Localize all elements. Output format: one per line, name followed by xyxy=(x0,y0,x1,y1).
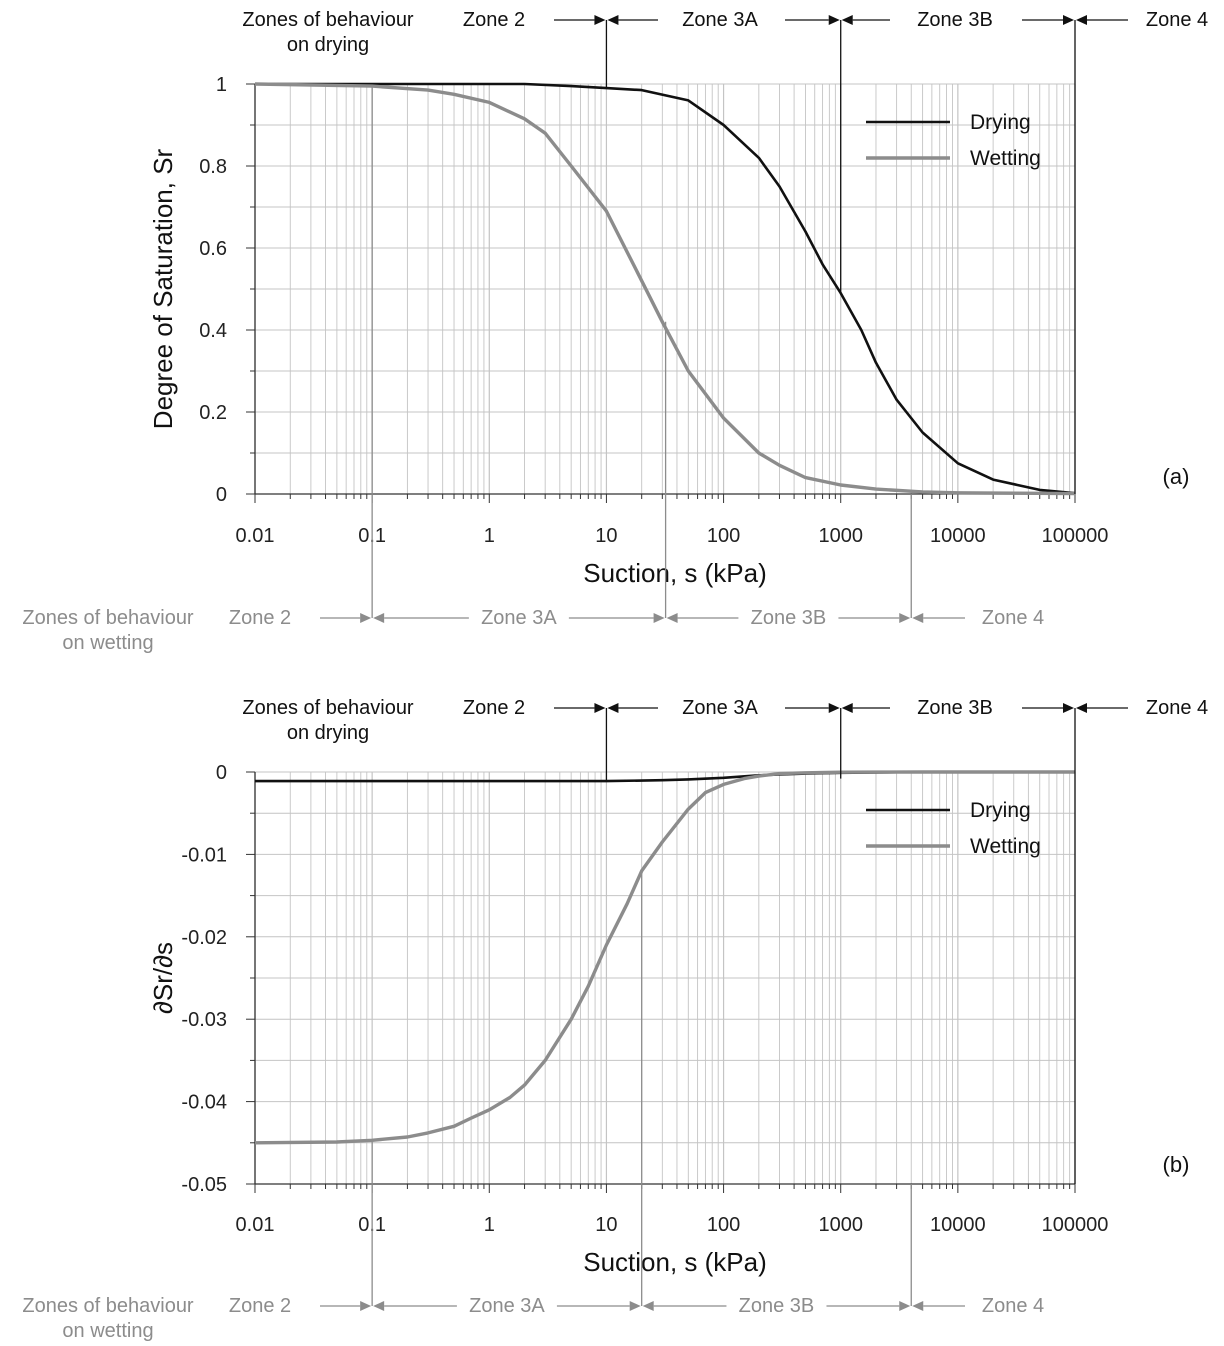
zone-arrowhead xyxy=(653,613,665,623)
zone-arrowhead xyxy=(594,15,606,25)
panel-a-saturation-chart: 00.20.40.60.810.01 0.1 1 10 100 1000 10000 1000… xyxy=(22,9,1208,654)
y-tick-label: -0.04 xyxy=(181,1092,227,1114)
legend-label-wetting: Wetting xyxy=(970,147,1041,170)
wetting-zone-label: Zone 3A xyxy=(481,607,557,629)
wetting-zone-label: Zone 3A xyxy=(469,1295,545,1317)
zone-arrowhead xyxy=(629,1301,641,1311)
legend-label-drying: Drying xyxy=(970,799,1031,822)
zone-arrowhead xyxy=(1063,15,1074,25)
zone-arrowhead xyxy=(642,1301,654,1311)
wetting-zone-label: Zone 4 xyxy=(982,607,1044,629)
zone-arrowhead xyxy=(912,1301,924,1311)
zone-arrowhead xyxy=(841,703,853,713)
legend-label-drying: Drying xyxy=(970,111,1031,134)
series-line-wetting xyxy=(254,770,1075,1145)
x-tick-label: 0.01 xyxy=(236,1214,275,1236)
zone-arrowhead xyxy=(1076,703,1087,713)
y-tick-label: 0.8 xyxy=(199,156,227,178)
zone-arrowhead xyxy=(899,1301,911,1311)
legend-label-wetting: Wetting xyxy=(970,835,1041,858)
drying-zone-label: Zone 2 xyxy=(463,9,525,31)
y-tick-label: -0.01 xyxy=(181,844,227,866)
y-tick-label: -0.02 xyxy=(181,927,227,949)
x-tick-label: 100 xyxy=(707,1214,740,1236)
x-tick-label: 100000 xyxy=(1042,525,1109,547)
zone-arrowhead xyxy=(1063,703,1074,713)
zone-arrowhead xyxy=(360,613,372,623)
drying-zone-label: Zone 2 xyxy=(463,697,525,719)
series-line-drying xyxy=(255,82,1076,495)
wetting-zone-label: Zone 4 xyxy=(982,1295,1044,1317)
zone-arrowhead xyxy=(828,703,840,713)
x-axis-title: Suction, s (kPa) xyxy=(583,1247,767,1277)
y-axis-title: Degree of Saturation, Sr xyxy=(148,148,178,429)
x-tick-label: 10000 xyxy=(930,525,986,547)
zone-arrowhead xyxy=(373,613,385,623)
zone-arrowhead xyxy=(607,15,619,25)
x-tick-label: 1000 xyxy=(818,525,863,547)
wetting-zones-heading: Zones of behaviour on wetting xyxy=(22,607,194,654)
wetting-zone-label: Zone 3B xyxy=(739,1295,815,1317)
series-line-wetting xyxy=(254,82,1076,496)
zone-arrowhead xyxy=(841,15,853,25)
x-axis-title: Suction, s (kPa) xyxy=(583,558,767,588)
panel-label: (b) xyxy=(1163,1152,1190,1177)
wetting-zone-label: Zone 2 xyxy=(229,1295,291,1317)
y-tick-label: 1 xyxy=(216,74,227,96)
drying-zone-label: Zone 3B xyxy=(917,697,993,719)
zone-arrowhead xyxy=(607,703,619,713)
zone-arrowhead xyxy=(666,613,678,623)
zone-arrowhead xyxy=(912,613,924,623)
y-tick-label: 0.4 xyxy=(199,320,227,342)
x-tick-label: 100 xyxy=(707,525,740,547)
drying-zone-label: Zone 3A xyxy=(682,9,758,31)
drying-zone-label: Zone 3A xyxy=(682,697,758,719)
drying-zones-heading: Zones of behaviour on drying xyxy=(242,9,414,56)
wetting-zone-label: Zone 2 xyxy=(229,607,291,629)
y-tick-label: 0.2 xyxy=(199,402,227,424)
zone-arrowhead xyxy=(1076,15,1087,25)
x-tick-label: 10000 xyxy=(930,1214,986,1236)
y-axis-title: ∂Sr/∂s xyxy=(148,942,178,1014)
y-tick-label: 0 xyxy=(216,484,227,506)
zone-arrowhead xyxy=(594,703,606,713)
drying-zone-label: Zone 3B xyxy=(917,9,993,31)
zone-arrowhead xyxy=(828,15,840,25)
zone-arrowhead xyxy=(899,613,911,623)
wetting-zone-label: Zone 3B xyxy=(751,607,827,629)
x-tick-label: 1000 xyxy=(818,1214,863,1236)
x-tick-label: 100000 xyxy=(1042,1214,1109,1236)
drying-zones-heading: Zones of behaviour on drying xyxy=(242,697,414,744)
y-tick-label: 0 xyxy=(216,762,227,784)
zone-arrowhead xyxy=(373,1301,385,1311)
zone-arrowhead xyxy=(360,1301,372,1311)
x-tick-label: 1 xyxy=(484,1214,495,1236)
y-tick-label: -0.03 xyxy=(181,1009,227,1031)
drying-zone-label: Zone 4 xyxy=(1146,9,1208,31)
x-tick-label: 1 xyxy=(484,525,495,547)
y-tick-label: -0.05 xyxy=(181,1174,227,1196)
drying-zone-label: Zone 4 xyxy=(1146,697,1208,719)
y-tick-label: 0.6 xyxy=(199,238,227,260)
x-tick-label: 10 xyxy=(595,1214,617,1236)
wetting-zones-heading: Zones of behaviour on wetting xyxy=(22,1295,194,1342)
x-tick-label: 0.01 xyxy=(236,525,275,547)
panel-label: (a) xyxy=(1163,464,1190,489)
x-tick-label: 10 xyxy=(595,525,617,547)
